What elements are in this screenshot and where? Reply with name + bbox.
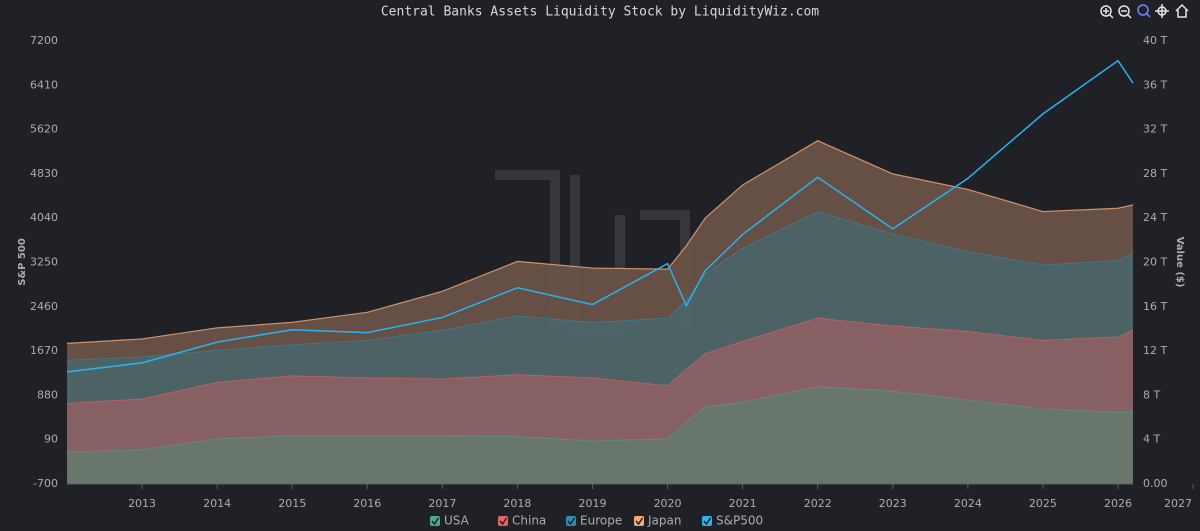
legend-check [567,517,576,526]
y-tick-label: -700 [33,477,58,490]
y2-tick-label: 0.00 [1143,477,1168,490]
y-tick-label: 7200 [30,34,58,47]
y2-tick-label: 24 T [1143,211,1167,224]
x-tick-label: 2023 [879,497,907,510]
area [67,140,1133,360]
y2-tick-label: 16 T [1143,300,1167,313]
y2-tick-label: 36 T [1143,78,1167,91]
y-tick-label: 4040 [30,211,58,224]
x-tick-label: 2025 [1029,497,1057,510]
y-axis-title: S&P 500 [17,238,28,286]
y-tick-label: 90 [44,433,58,446]
x-tick-label: 2017 [428,497,456,510]
x-tick-label: 2015 [278,497,306,510]
x-tick-label: 2022 [804,497,832,510]
y-tick-label: 1670 [30,344,58,357]
x-tick-label: 2013 [128,497,156,510]
x-tick-label: 2016 [353,497,381,510]
toolbar [1100,3,1189,19]
y2-axis-title: Value ($) [1174,237,1185,288]
y-tick-label: 6410 [30,78,58,91]
x-tick-label: 2020 [654,497,682,510]
x-tick-label: 2021 [729,497,757,510]
legend-label: Japan [647,514,681,528]
legend-item[interactable]: Japan [634,514,681,528]
y2-tick-label: 20 T [1143,256,1167,269]
y-tick-label: 5620 [30,123,58,136]
x-tick-label: 2014 [203,497,231,510]
area-edge [66,140,1134,344]
x-tick-label: 2019 [578,497,606,510]
legend-item[interactable]: China [498,514,546,528]
legend-check [499,517,508,526]
legend-label: China [512,514,546,528]
legend-item[interactable]: Europe [566,514,622,528]
legend-label: USA [444,514,470,528]
plot-area [66,59,1134,484]
y2-tick-label: 32 T [1143,123,1167,136]
x-tick-label: 2018 [503,497,531,510]
x-tick-label: 2024 [954,497,982,510]
x-tick-label: 2026 [1104,497,1132,510]
y-tick-label: 4830 [30,167,58,180]
y2-tick-label: 28 T [1143,167,1167,180]
y2-tick-label: 40 T [1143,34,1167,47]
zoom-out-button[interactable] [1118,5,1132,19]
chart-title: Central Banks Assets Liquidity Stock by … [381,5,819,20]
y2-tick-label: 4 T [1143,433,1160,446]
x-tick-label: 2027 [1164,497,1192,510]
select-zoom-button[interactable] [1137,4,1151,18]
axes: 2013 2014 2015 2016 2017 2018 2019 2020 2021 2022… [30,34,1194,510]
area [67,317,1133,452]
y-tick-label: 2460 [30,300,58,313]
line [66,59,1134,373]
legend-label: Europe [580,514,622,528]
y2-tick-label: 8 T [1143,388,1160,401]
legend-item[interactable]: S&P500 [702,514,763,528]
y-tick-label: 3250 [30,256,58,269]
legend-check [635,517,644,526]
legend-item[interactable]: USA [430,514,470,528]
area [67,386,1133,484]
zoom-in-button[interactable] [1100,5,1114,19]
legend-check [431,517,440,526]
pan-button[interactable] [1155,4,1169,18]
legend: USA China Europe Japan S&P500 [430,514,763,528]
y2-tick-label: 12 T [1143,344,1167,357]
y-tick-label: 880 [37,388,58,401]
legend-check [703,517,712,526]
reset-button[interactable] [1175,3,1189,18]
area [67,211,1133,404]
legend-label: S&P500 [716,514,763,528]
